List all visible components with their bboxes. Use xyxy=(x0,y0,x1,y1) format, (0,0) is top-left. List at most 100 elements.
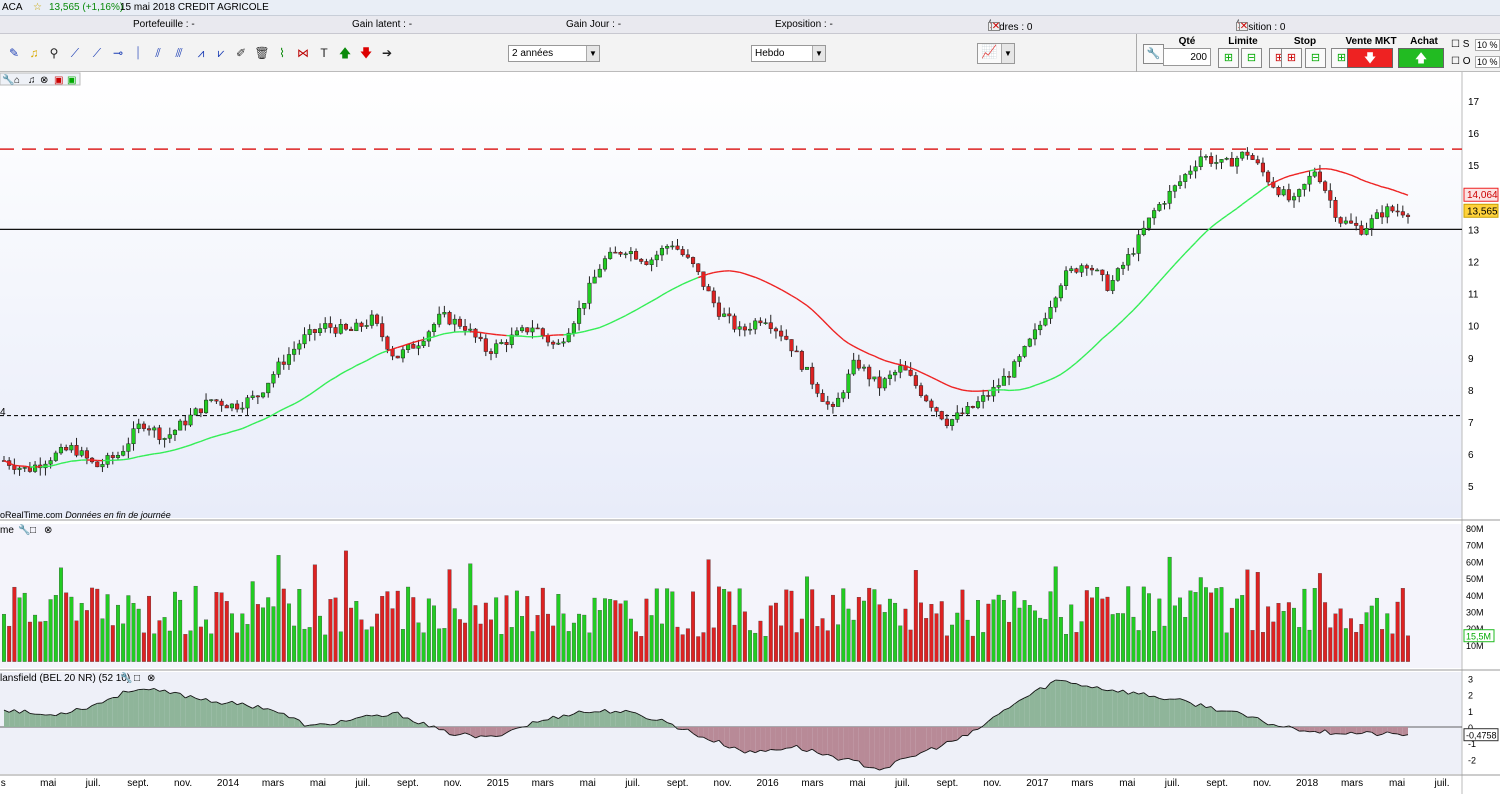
volume-bar xyxy=(939,601,944,662)
oscillator-fill xyxy=(174,692,181,727)
oscillator-fill xyxy=(853,727,859,761)
star-icon[interactable]: ☆ xyxy=(33,2,42,13)
limit-buy-button[interactable]: ⊞ xyxy=(1218,48,1239,68)
oscillator-line xyxy=(340,719,347,722)
close-icon[interactable]: ⊗ xyxy=(44,525,52,536)
pencil-icon[interactable]: ✐ xyxy=(235,46,247,60)
period-select[interactable]: 2 années ▼ xyxy=(508,45,600,62)
trash-icon[interactable]: 🗑 xyxy=(254,46,270,60)
pattern-icon[interactable]: ⋈ xyxy=(297,46,309,60)
candle xyxy=(1343,220,1348,224)
maximize-icon[interactable]: □ xyxy=(30,525,36,536)
ma-segment xyxy=(444,332,450,335)
channel-icon[interactable]: ⫽ xyxy=(155,46,161,60)
candle xyxy=(939,411,944,420)
lock-icon[interactable]: ⌂ xyxy=(14,75,20,86)
buy-arrow-icon[interactable]: 🡅 xyxy=(338,46,352,60)
candle xyxy=(768,322,773,329)
volume-bar xyxy=(302,628,307,662)
oscillator-line xyxy=(832,755,839,761)
chart-area[interactable]: 🔧 ⌂ ♫ ⊗ ▣ ▣ 567891011121314151617 14,064… xyxy=(0,72,1500,794)
volume-bar xyxy=(613,600,618,662)
wrench-icon[interactable]: 🔧 xyxy=(18,523,30,536)
ma-segment xyxy=(1293,172,1300,176)
oscillator-area: -0,4758 xyxy=(0,679,1499,771)
volume-bar xyxy=(1147,593,1151,662)
close-icon[interactable]: ⊗ xyxy=(147,673,155,684)
buy-market-button[interactable]: 🡅 xyxy=(1398,48,1444,68)
sell-arrow-icon[interactable]: 🡇 xyxy=(359,46,373,60)
pitchfork-icon[interactable]: ⩗ xyxy=(217,46,225,60)
close-icon[interactable]: ✕ xyxy=(990,21,1001,32)
frequency-select[interactable]: Hebdo ▼ xyxy=(751,45,826,62)
oscillator-fill xyxy=(247,705,253,727)
fan-icon[interactable]: ⩘ xyxy=(197,46,205,60)
down-icon[interactable]: ▣ xyxy=(54,75,63,86)
oscillator-line xyxy=(563,714,569,717)
vertical-line-icon[interactable]: ⏐ xyxy=(134,46,142,60)
close-icon[interactable]: ⊗ xyxy=(40,75,48,86)
oscillator-line xyxy=(1128,691,1134,695)
candle xyxy=(592,276,597,284)
oscillator-fill xyxy=(1402,727,1408,736)
horizontal-line-icon[interactable]: ⊸ xyxy=(112,46,124,60)
candle xyxy=(84,450,89,459)
stop-sell-button[interactable]: ⊟ xyxy=(1305,48,1326,68)
oscillator-fill xyxy=(703,727,709,741)
trendline-icon[interactable]: ⟋ xyxy=(70,46,80,60)
volume-bar xyxy=(742,611,747,662)
close-icon[interactable]: ✕ xyxy=(1238,21,1249,32)
ma-segment xyxy=(1231,207,1238,213)
oscillator-line xyxy=(801,749,808,752)
alert-bell-icon[interactable]: ♫ xyxy=(29,46,39,60)
fibonacci-icon[interactable]: ⫻ xyxy=(175,46,183,60)
bell-icon[interactable]: ♫ xyxy=(28,75,36,86)
volume-bar xyxy=(805,576,809,662)
oscillator-line xyxy=(1065,680,1072,684)
s-checkbox[interactable]: ☐ S xyxy=(1451,39,1470,50)
oscillator-fill xyxy=(1231,711,1238,727)
oscillator-fill xyxy=(149,688,155,727)
maximize-icon[interactable]: □ xyxy=(134,673,140,684)
indicator-icon[interactable]: ⌇ xyxy=(279,46,285,60)
zoom-icon[interactable]: ⚲ xyxy=(49,46,59,60)
ray-icon[interactable]: ⟋ xyxy=(92,46,102,60)
oscillator-line xyxy=(428,725,435,728)
oscillator-fill xyxy=(1226,711,1232,727)
volume-bar xyxy=(846,608,851,662)
candle xyxy=(1307,175,1312,185)
oscillator-fill xyxy=(713,727,719,743)
volume-bar xyxy=(680,634,685,662)
oscillator-fill xyxy=(1019,697,1025,727)
o-checkbox[interactable]: ☐ O xyxy=(1451,56,1471,67)
volume-bar xyxy=(1323,602,1328,662)
candle xyxy=(670,245,675,248)
ma-segment xyxy=(910,367,917,371)
text-icon[interactable]: T xyxy=(320,46,328,60)
ma-segment xyxy=(739,271,746,275)
sell-market-button[interactable]: 🡇 xyxy=(1347,48,1393,68)
candle xyxy=(608,251,613,259)
oscillator-line xyxy=(1236,711,1243,715)
oscillator-fill xyxy=(760,727,766,752)
s-percent-field[interactable]: 10 % xyxy=(1475,39,1500,51)
limit-sell-button[interactable]: ⊟ xyxy=(1241,48,1262,68)
wrench-icon[interactable]: 🔧 xyxy=(120,671,132,684)
oscillator-fill xyxy=(257,705,264,727)
wrench-icon[interactable]: 🔧 xyxy=(1143,44,1164,64)
volume-bar xyxy=(411,597,416,662)
ma-segment xyxy=(345,367,352,372)
qty-input[interactable] xyxy=(1163,48,1211,66)
volume-bar xyxy=(286,603,291,662)
wrench-icon[interactable]: 🔧 xyxy=(2,73,14,86)
up-icon[interactable]: ▣ xyxy=(67,75,76,86)
o-percent-field[interactable]: 10 % xyxy=(1475,56,1500,68)
oscillator-fill xyxy=(1195,703,1201,727)
time-axis: s mai juil. sept. nov. 2014 mars mai juil. sept. n… xyxy=(1,778,1450,789)
volume-bar xyxy=(934,613,939,662)
oscillator-line xyxy=(656,718,663,721)
ruler-icon[interactable]: ✎ xyxy=(8,46,20,60)
stop-buy-button[interactable]: ⊞ xyxy=(1281,48,1302,68)
chart-type-select[interactable]: 📈 ▼ xyxy=(977,43,1015,64)
right-arrow-icon[interactable]: ➔ xyxy=(381,46,393,60)
